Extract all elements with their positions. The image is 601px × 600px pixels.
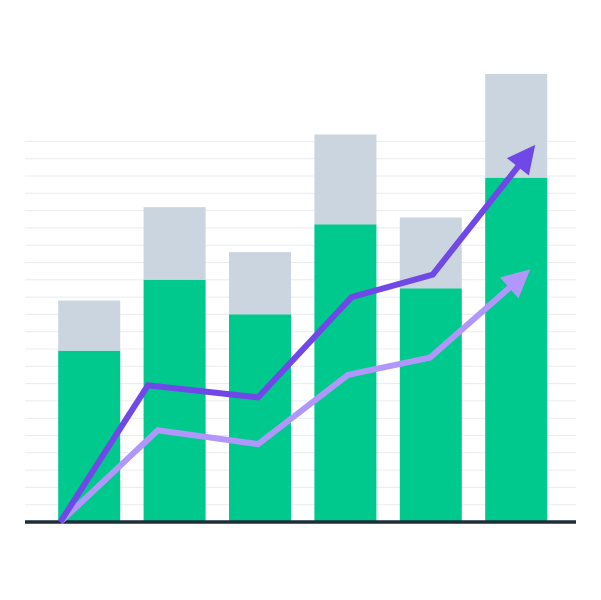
bar-segment <box>229 252 291 315</box>
bar-segment <box>314 134 377 225</box>
lines <box>57 144 536 525</box>
bar-segment <box>485 177 548 523</box>
bar-segment <box>143 279 206 522</box>
arrow-head <box>506 144 536 176</box>
bar-segment <box>229 314 291 522</box>
bar-segment <box>399 288 462 522</box>
bars <box>58 73 548 523</box>
bar-segment <box>58 300 121 351</box>
arrow-head <box>499 269 531 299</box>
trend-line <box>58 279 519 525</box>
bar-segment <box>143 207 206 280</box>
trend-line <box>57 157 527 524</box>
